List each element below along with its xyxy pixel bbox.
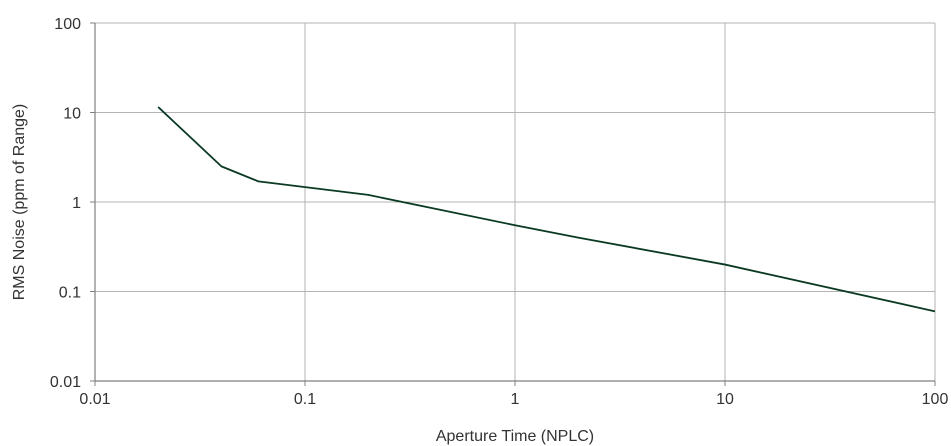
y-tick-label: 10 <box>63 106 81 123</box>
x-tick-label: 10 <box>716 391 734 408</box>
x-axis-title: Aperture Time (NPLC) <box>436 428 594 445</box>
series-line <box>157 106 936 313</box>
y-tick-label: 0.1 <box>59 285 81 302</box>
series-layer <box>157 106 936 313</box>
y-tick-label: 1 <box>72 195 81 212</box>
x-tick-label: 100 <box>922 391 949 408</box>
grid-lines <box>94 22 936 382</box>
y-tick-label: 0.01 <box>50 374 81 391</box>
x-tick-label: 0.1 <box>294 391 316 408</box>
y-axis-title: RMS Noise (ppm of Range) <box>11 104 28 301</box>
x-tick-label: 0.01 <box>79 391 110 408</box>
x-tick-label: 1 <box>511 391 520 408</box>
y-tick-label: 100 <box>54 16 81 33</box>
axes <box>90 22 936 386</box>
tick-labels: 0.01 0.1 1 10 100 0.01 0.1 1 10 100 <box>50 16 949 408</box>
